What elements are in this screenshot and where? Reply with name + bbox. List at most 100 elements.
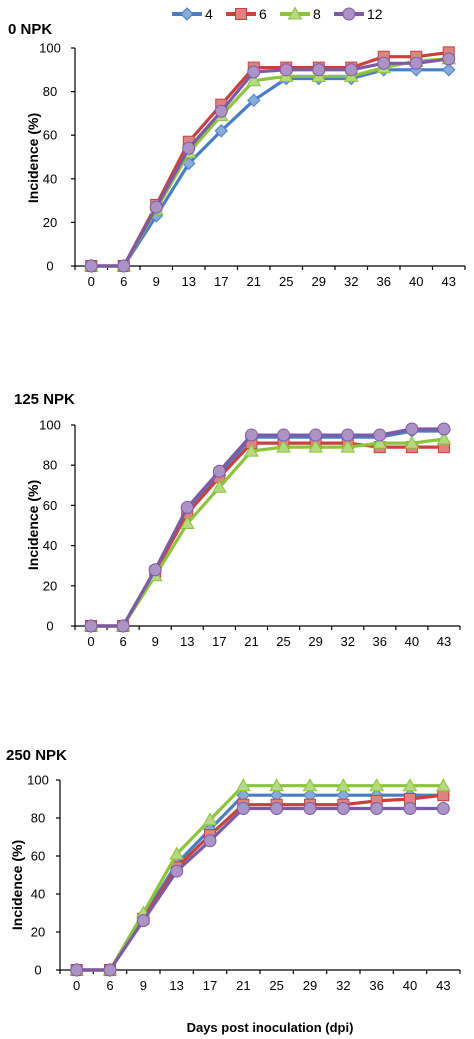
x-tick-label: 29 xyxy=(303,978,317,993)
x-tick-label: 43 xyxy=(437,634,451,649)
data-point xyxy=(179,515,195,529)
series-line-8 xyxy=(91,437,445,628)
data-point xyxy=(435,778,451,792)
series-12 xyxy=(84,422,451,633)
y-tick-label: 60 xyxy=(31,849,45,864)
data-point xyxy=(303,802,317,815)
data-point xyxy=(377,56,391,70)
x-tick-label: 21 xyxy=(236,978,250,993)
data-point xyxy=(405,422,419,436)
y-tick-label: 80 xyxy=(43,84,57,99)
data-point xyxy=(437,789,450,802)
x-tick-label: 13 xyxy=(169,978,183,993)
data-point xyxy=(247,93,261,108)
legend-marker-diamond xyxy=(180,7,194,21)
data-point xyxy=(403,802,417,815)
chart-panel-0-npk: 0 NPK Incidence (%) 0 20 40 60 80 100 0 6 9 13 17 2… xyxy=(8,21,466,289)
legend: 4 6 8 12 xyxy=(172,6,383,22)
data-point xyxy=(170,864,184,878)
data-point xyxy=(212,464,226,478)
data-point xyxy=(340,439,356,453)
legend-label: 6 xyxy=(259,6,267,22)
y-tick-label: 100 xyxy=(39,418,61,433)
y-tick-label: 60 xyxy=(43,498,57,513)
data-point xyxy=(182,141,196,155)
series-line-4 xyxy=(91,429,444,628)
legend-item-6: 6 xyxy=(226,6,267,22)
data-point xyxy=(373,428,387,442)
y-tick-label: 100 xyxy=(39,41,61,56)
y-tick-label: 0 xyxy=(46,619,53,634)
series-12 xyxy=(84,52,456,273)
y-axis-label: Incidence (%) xyxy=(25,113,41,203)
x-tick-label: 21 xyxy=(247,274,261,289)
data-point xyxy=(169,846,185,860)
x-tick-label: 40 xyxy=(409,274,423,289)
x-tick-label: 29 xyxy=(308,634,322,649)
series-line-12 xyxy=(91,427,444,628)
data-point xyxy=(84,259,98,273)
data-point xyxy=(436,802,450,815)
data-point xyxy=(236,802,250,815)
series-8 xyxy=(83,431,452,632)
x-tick-label: 21 xyxy=(244,634,258,649)
x-tick-label: 6 xyxy=(120,634,127,649)
y-tick-label: 20 xyxy=(31,925,45,940)
x-tick-label: 13 xyxy=(182,274,196,289)
x-tick-label: 17 xyxy=(214,274,228,289)
data-point xyxy=(148,563,162,577)
series-line-8 xyxy=(76,784,444,972)
data-point xyxy=(212,479,227,493)
series-line-12 xyxy=(76,806,444,972)
data-point xyxy=(103,963,117,977)
data-point xyxy=(214,104,228,118)
legend-marker-square xyxy=(235,8,247,20)
x-tick-label: 6 xyxy=(106,978,113,993)
x-tick-label: 9 xyxy=(140,978,147,993)
x-tick-label: 0 xyxy=(88,274,95,289)
legend-label: 8 xyxy=(313,6,321,22)
x-tick-label: 6 xyxy=(120,274,127,289)
data-point xyxy=(84,619,98,633)
data-point xyxy=(202,812,218,826)
chart-title: 125 NPK xyxy=(14,391,75,408)
x-tick-label: 25 xyxy=(276,634,290,649)
x-tick-label: 25 xyxy=(279,274,293,289)
legend-marker-triangle xyxy=(287,6,303,20)
data-point xyxy=(269,778,285,792)
data-point xyxy=(247,65,261,79)
x-tick-label: 36 xyxy=(373,634,387,649)
data-point xyxy=(436,431,452,445)
data-point xyxy=(149,200,163,214)
x-tick-label: 29 xyxy=(312,274,326,289)
series-4 xyxy=(84,63,456,273)
x-tick-label: 36 xyxy=(377,274,391,289)
x-tick-label: 9 xyxy=(152,634,159,649)
data-point xyxy=(442,52,456,66)
x-tick-label: 9 xyxy=(153,274,160,289)
data-point xyxy=(404,435,420,449)
chart-title: 250 NPK xyxy=(6,747,67,764)
y-tick-label: 80 xyxy=(31,811,45,826)
data-point xyxy=(437,422,451,436)
data-point xyxy=(136,914,150,928)
data-point xyxy=(372,435,388,449)
series-line-4 xyxy=(91,68,449,268)
data-point xyxy=(180,500,194,514)
y-axis-label: Incidence (%) xyxy=(9,840,25,930)
y-tick-label: 40 xyxy=(31,887,45,902)
series-12 xyxy=(70,802,450,977)
series-line-4 xyxy=(76,793,444,972)
series-6 xyxy=(85,437,450,632)
data-point xyxy=(270,802,284,815)
y-axis-label: Incidence (%) xyxy=(25,480,41,570)
y-tick-label: 80 xyxy=(43,458,57,473)
y-tick-label: 0 xyxy=(34,963,41,978)
legend-item-8: 8 xyxy=(280,6,321,22)
x-tick-label: 0 xyxy=(87,634,94,649)
legend-item-4: 4 xyxy=(172,6,213,22)
data-point xyxy=(302,778,318,792)
x-tick-label: 32 xyxy=(344,274,358,289)
data-point xyxy=(277,428,291,442)
data-point xyxy=(312,63,326,77)
